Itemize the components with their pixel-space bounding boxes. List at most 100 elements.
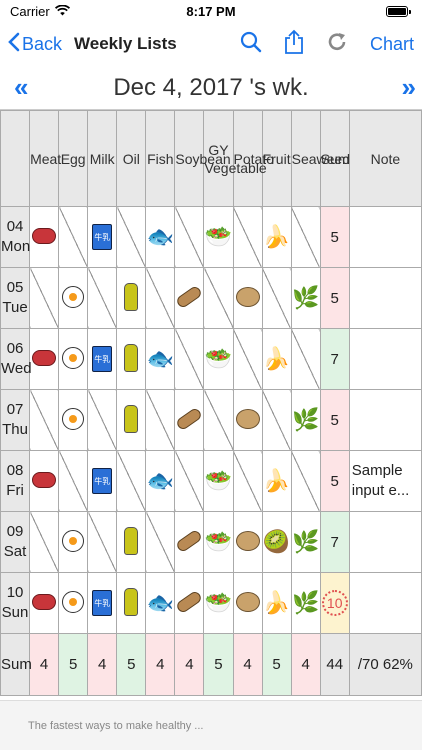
cell-oil[interactable] xyxy=(116,328,147,390)
cell-fish[interactable]: 🐟 xyxy=(145,450,176,512)
meat-icon xyxy=(32,593,57,610)
cell-egg[interactable] xyxy=(58,450,89,512)
cell-meat[interactable] xyxy=(29,267,60,329)
cell-potato[interactable] xyxy=(232,328,263,390)
cell-oil[interactable] xyxy=(116,450,147,512)
day-name: Wed xyxy=(1,360,32,377)
day-label[interactable]: 04 Mon xyxy=(0,206,30,268)
cell-soybean[interactable] xyxy=(174,328,205,390)
cell-fish[interactable]: 🐟 xyxy=(145,328,176,390)
cell-milk[interactable]: 牛乳 xyxy=(87,206,118,268)
cell-fish[interactable]: 🐟 xyxy=(145,206,176,268)
cell-milk[interactable]: 牛乳 xyxy=(87,572,118,634)
cell-fruit[interactable] xyxy=(261,267,292,329)
cell-note[interactable] xyxy=(348,511,422,573)
cell-soybean[interactable] xyxy=(174,206,205,268)
cell-milk[interactable] xyxy=(87,267,118,329)
cell-fish[interactable]: 🐟 xyxy=(145,572,176,634)
cell-milk[interactable]: 牛乳 xyxy=(87,328,118,390)
cell-note[interactable] xyxy=(348,328,422,390)
cell-note[interactable] xyxy=(348,389,422,451)
cell-egg[interactable] xyxy=(58,389,89,451)
cell-gy-vegetable[interactable] xyxy=(203,267,234,329)
potato-icon xyxy=(235,286,260,307)
cell-milk[interactable] xyxy=(87,511,118,573)
cell-potato[interactable] xyxy=(232,389,263,451)
cell-meat[interactable] xyxy=(29,206,60,268)
cell-soybean[interactable] xyxy=(174,572,205,634)
cell-seaweed[interactable] xyxy=(290,450,321,512)
cell-potato[interactable] xyxy=(232,511,263,573)
cell-fruit[interactable]: 🍌 xyxy=(261,328,292,390)
cell-soybean[interactable] xyxy=(174,511,205,573)
day-label[interactable]: 10 Sun xyxy=(0,572,31,634)
cell-oil[interactable] xyxy=(116,389,147,451)
cell-note[interactable]: Sample input e... xyxy=(348,450,422,512)
cell-seaweed[interactable]: 🌿 xyxy=(290,267,321,329)
cell-soybean[interactable] xyxy=(174,267,205,329)
cell-fish[interactable] xyxy=(145,389,176,451)
day-label[interactable]: 08 Fri xyxy=(0,450,31,512)
cell-fruit[interactable]: 🥝 xyxy=(261,511,292,573)
cell-gy-vegetable[interactable]: 🥗 xyxy=(203,511,234,573)
cell-gy-vegetable[interactable]: 🥗 xyxy=(203,572,234,634)
cell-note[interactable] xyxy=(348,572,422,634)
cell-milk[interactable]: 牛乳 xyxy=(87,450,118,512)
cell-egg[interactable] xyxy=(58,572,89,634)
vegetable-icon: 🥗 xyxy=(204,529,233,554)
prev-week-button[interactable]: « xyxy=(14,72,28,102)
cell-fruit[interactable]: 🍌 xyxy=(261,572,292,634)
cell-gy-vegetable[interactable]: 🥗 xyxy=(203,328,234,390)
cell-potato[interactable] xyxy=(232,206,263,268)
cell-fruit[interactable] xyxy=(261,389,292,451)
cell-soybean[interactable] xyxy=(174,389,205,451)
cell-gy-vegetable[interactable]: 🥗 xyxy=(203,450,234,512)
cell-note[interactable] xyxy=(348,206,422,268)
cell-seaweed[interactable]: 🌿 xyxy=(290,572,321,634)
share-icon[interactable] xyxy=(284,29,304,60)
cell-oil[interactable] xyxy=(116,511,147,573)
back-button[interactable]: Back xyxy=(8,32,62,57)
cell-oil[interactable] xyxy=(116,267,147,329)
cell-gy-vegetable[interactable] xyxy=(203,389,234,451)
ad-banner[interactable]: The fastest ways to make healthy ... xyxy=(0,700,422,750)
refresh-icon[interactable] xyxy=(326,31,348,58)
cell-fish[interactable] xyxy=(145,267,176,329)
chart-button[interactable]: Chart xyxy=(369,33,414,54)
day-label[interactable]: 07 Thu xyxy=(0,389,31,451)
cell-egg[interactable] xyxy=(58,267,89,329)
header-gy-vegetable: GY Vegetable xyxy=(203,110,267,207)
fish-icon: 🐟 xyxy=(146,590,175,615)
cell-seaweed[interactable] xyxy=(290,328,321,390)
cell-seaweed[interactable] xyxy=(290,206,321,268)
cell-meat[interactable] xyxy=(29,328,60,390)
cell-potato[interactable] xyxy=(232,450,263,512)
cell-fruit[interactable]: 🍌 xyxy=(261,450,292,512)
cell-egg[interactable] xyxy=(58,511,89,573)
cell-meat[interactable] xyxy=(29,511,60,573)
day-label[interactable]: 09 Sat xyxy=(0,511,31,573)
cell-meat[interactable] xyxy=(29,450,60,512)
cell-seaweed[interactable]: 🌿 xyxy=(290,389,321,451)
cell-seaweed[interactable]: 🌿 xyxy=(290,511,321,573)
cell-meat[interactable] xyxy=(29,389,60,451)
cell-soybean[interactable] xyxy=(174,450,205,512)
cell-egg[interactable] xyxy=(58,328,89,390)
cell-potato[interactable] xyxy=(232,572,263,634)
cell-oil[interactable] xyxy=(116,206,147,268)
cell-potato[interactable] xyxy=(232,267,263,329)
cell-note[interactable] xyxy=(348,267,422,329)
next-week-button[interactable]: » xyxy=(401,72,416,102)
cell-fruit[interactable]: 🍌 xyxy=(261,206,292,268)
cell-milk[interactable] xyxy=(87,389,118,451)
cell-sum: 7 xyxy=(319,511,350,573)
search-icon[interactable] xyxy=(240,31,262,58)
cell-meat[interactable] xyxy=(29,572,60,634)
cell-egg[interactable] xyxy=(58,206,89,268)
cell-fish[interactable] xyxy=(145,511,176,573)
cell-gy-vegetable[interactable]: 🥗 xyxy=(203,206,234,268)
day-number: 05 xyxy=(6,279,24,296)
cell-oil[interactable] xyxy=(116,572,147,634)
day-label[interactable]: 05 Tue xyxy=(0,267,31,329)
day-label[interactable]: 06 Wed xyxy=(0,328,32,390)
